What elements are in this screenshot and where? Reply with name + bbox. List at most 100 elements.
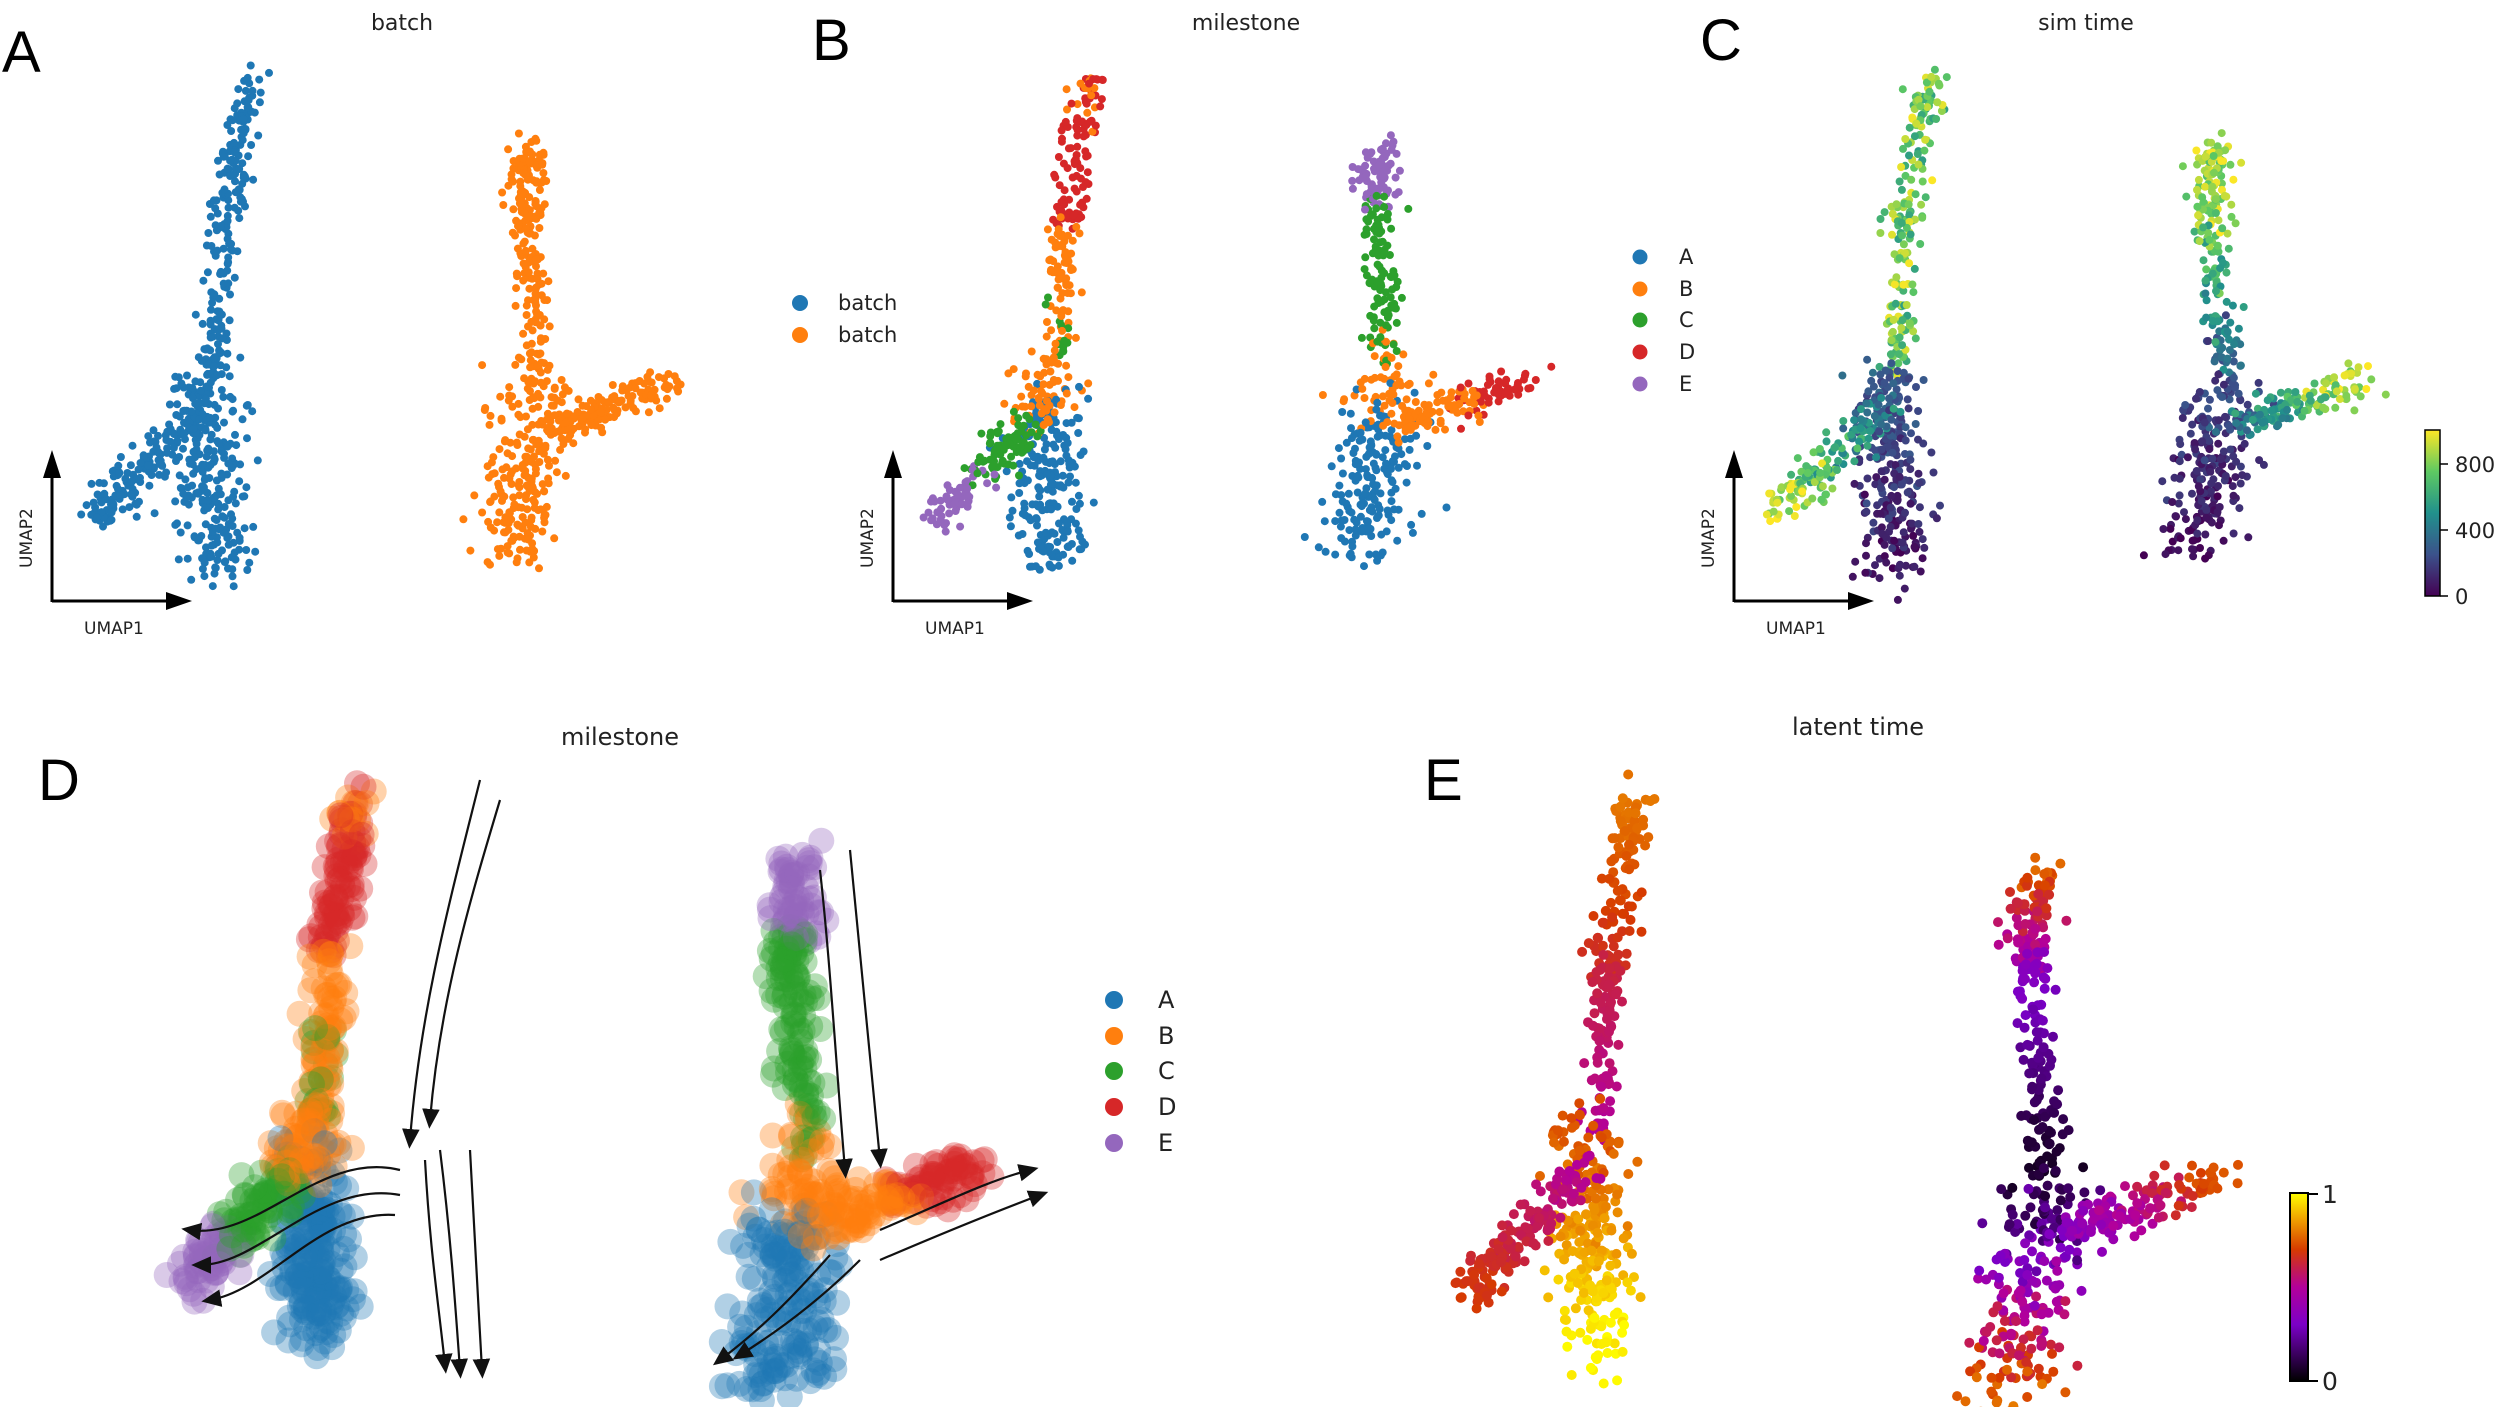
point-b-400	[1356, 428, 1365, 437]
point-b-212	[1068, 497, 1076, 506]
point-d-426	[758, 1197, 785, 1224]
point-a-66	[238, 179, 247, 188]
point-e-58	[1624, 926, 1635, 936]
point-c-540	[1817, 495, 1826, 504]
point-e-52	[1593, 933, 1604, 943]
point-b-548	[996, 420, 1005, 429]
point-a-418	[183, 371, 191, 380]
point-c-414	[2166, 524, 2175, 533]
point-a-442	[230, 548, 239, 557]
point-c-107	[1911, 190, 1920, 199]
point-a-74	[516, 177, 525, 186]
point-a-112	[539, 269, 548, 278]
point-c-271	[2205, 445, 2214, 454]
point-c-446	[1912, 383, 1920, 391]
point-b-497	[1531, 376, 1540, 384]
point-c-508	[1792, 503, 1801, 511]
point-c-88	[2210, 168, 2218, 177]
point-b-409	[1063, 542, 1072, 551]
point-b-408	[1376, 373, 1385, 382]
point-c-406	[2193, 516, 2202, 525]
point-a-546	[640, 379, 649, 388]
point-e-142	[1592, 1057, 1603, 1068]
point-b-96	[1070, 157, 1079, 166]
point-c-611	[1887, 415, 1896, 424]
point-c-373	[2208, 454, 2217, 463]
point-b-450	[1033, 370, 1042, 379]
point-d-605	[228, 1162, 255, 1189]
point-a-241	[519, 329, 528, 338]
point-a-127	[199, 276, 208, 285]
point-b-467	[956, 522, 965, 531]
point-a-81	[519, 154, 527, 163]
point-c-0	[2217, 129, 2226, 138]
point-c-177	[1899, 286, 1908, 295]
point-c-410	[2219, 536, 2228, 545]
point-b-211	[1424, 379, 1433, 388]
point-a-563	[128, 441, 137, 450]
point-b-378	[1029, 386, 1038, 395]
point-c-123	[1905, 217, 1914, 226]
point-a-434	[214, 484, 223, 493]
xlabel-b: UMAP1	[925, 619, 985, 639]
point-b-554	[1447, 388, 1456, 397]
point-a-388	[243, 566, 252, 574]
point-d-104	[315, 833, 342, 860]
point-c-101	[1918, 213, 1927, 222]
point-c-572	[1815, 445, 1824, 453]
point-b-75	[1064, 144, 1073, 153]
point-a-182	[198, 319, 207, 328]
title-a: batch	[371, 11, 433, 36]
scatter-points-a	[77, 61, 685, 591]
point-c-103	[1921, 135, 1930, 144]
point-a-413	[504, 396, 513, 405]
point-a-401	[225, 372, 234, 381]
point-b-339	[1327, 462, 1336, 471]
point-c-432	[1862, 507, 1871, 516]
point-c-475	[2330, 373, 2339, 382]
point-b-559	[1023, 444, 1032, 453]
point-a-580	[146, 438, 154, 447]
point-a-305	[535, 447, 544, 456]
point-b-125	[1373, 294, 1382, 303]
point-a-94	[525, 284, 534, 293]
point-a-49	[235, 214, 244, 223]
point-b-140	[1072, 222, 1081, 231]
point-c-43	[1905, 123, 1914, 132]
point-a-440	[242, 546, 251, 554]
point-c-330	[1914, 520, 1923, 528]
point-c-308	[2235, 504, 2244, 513]
point-b-413	[1361, 418, 1370, 427]
point-e-108	[1608, 941, 1619, 952]
point-b-44	[1057, 137, 1066, 146]
point-c-261	[2186, 429, 2195, 438]
point-c-26	[1905, 151, 1913, 160]
point-c-358	[2201, 530, 2210, 539]
point-b-89	[1378, 144, 1387, 153]
point-b-204	[1334, 444, 1343, 453]
point-a-383	[495, 483, 503, 491]
point-c-559	[2232, 419, 2241, 428]
point-a-612	[155, 470, 164, 479]
point-b-506	[1405, 414, 1414, 423]
point-b-447	[1056, 481, 1065, 490]
point-a-479	[673, 384, 681, 393]
point-c-198	[1898, 341, 1907, 350]
point-a-598	[114, 461, 123, 470]
point-b-446	[1043, 485, 1052, 494]
point-d-199	[760, 986, 787, 1013]
point-a-354	[231, 430, 239, 439]
point-c-523	[2225, 422, 2234, 430]
point-c-239	[1893, 367, 1902, 375]
point-a-439	[224, 532, 233, 541]
point-b-195	[1362, 225, 1371, 234]
point-c-603	[1866, 427, 1875, 435]
point-a-223	[175, 471, 184, 480]
point-b-129	[1361, 253, 1370, 262]
point-b-40	[1380, 203, 1389, 211]
point-b-406	[1066, 472, 1074, 481]
scatter-points-c	[1762, 65, 2390, 604]
point-e-50	[1597, 917, 1608, 928]
point-a-80	[531, 134, 540, 143]
point-b-190	[1372, 227, 1381, 236]
